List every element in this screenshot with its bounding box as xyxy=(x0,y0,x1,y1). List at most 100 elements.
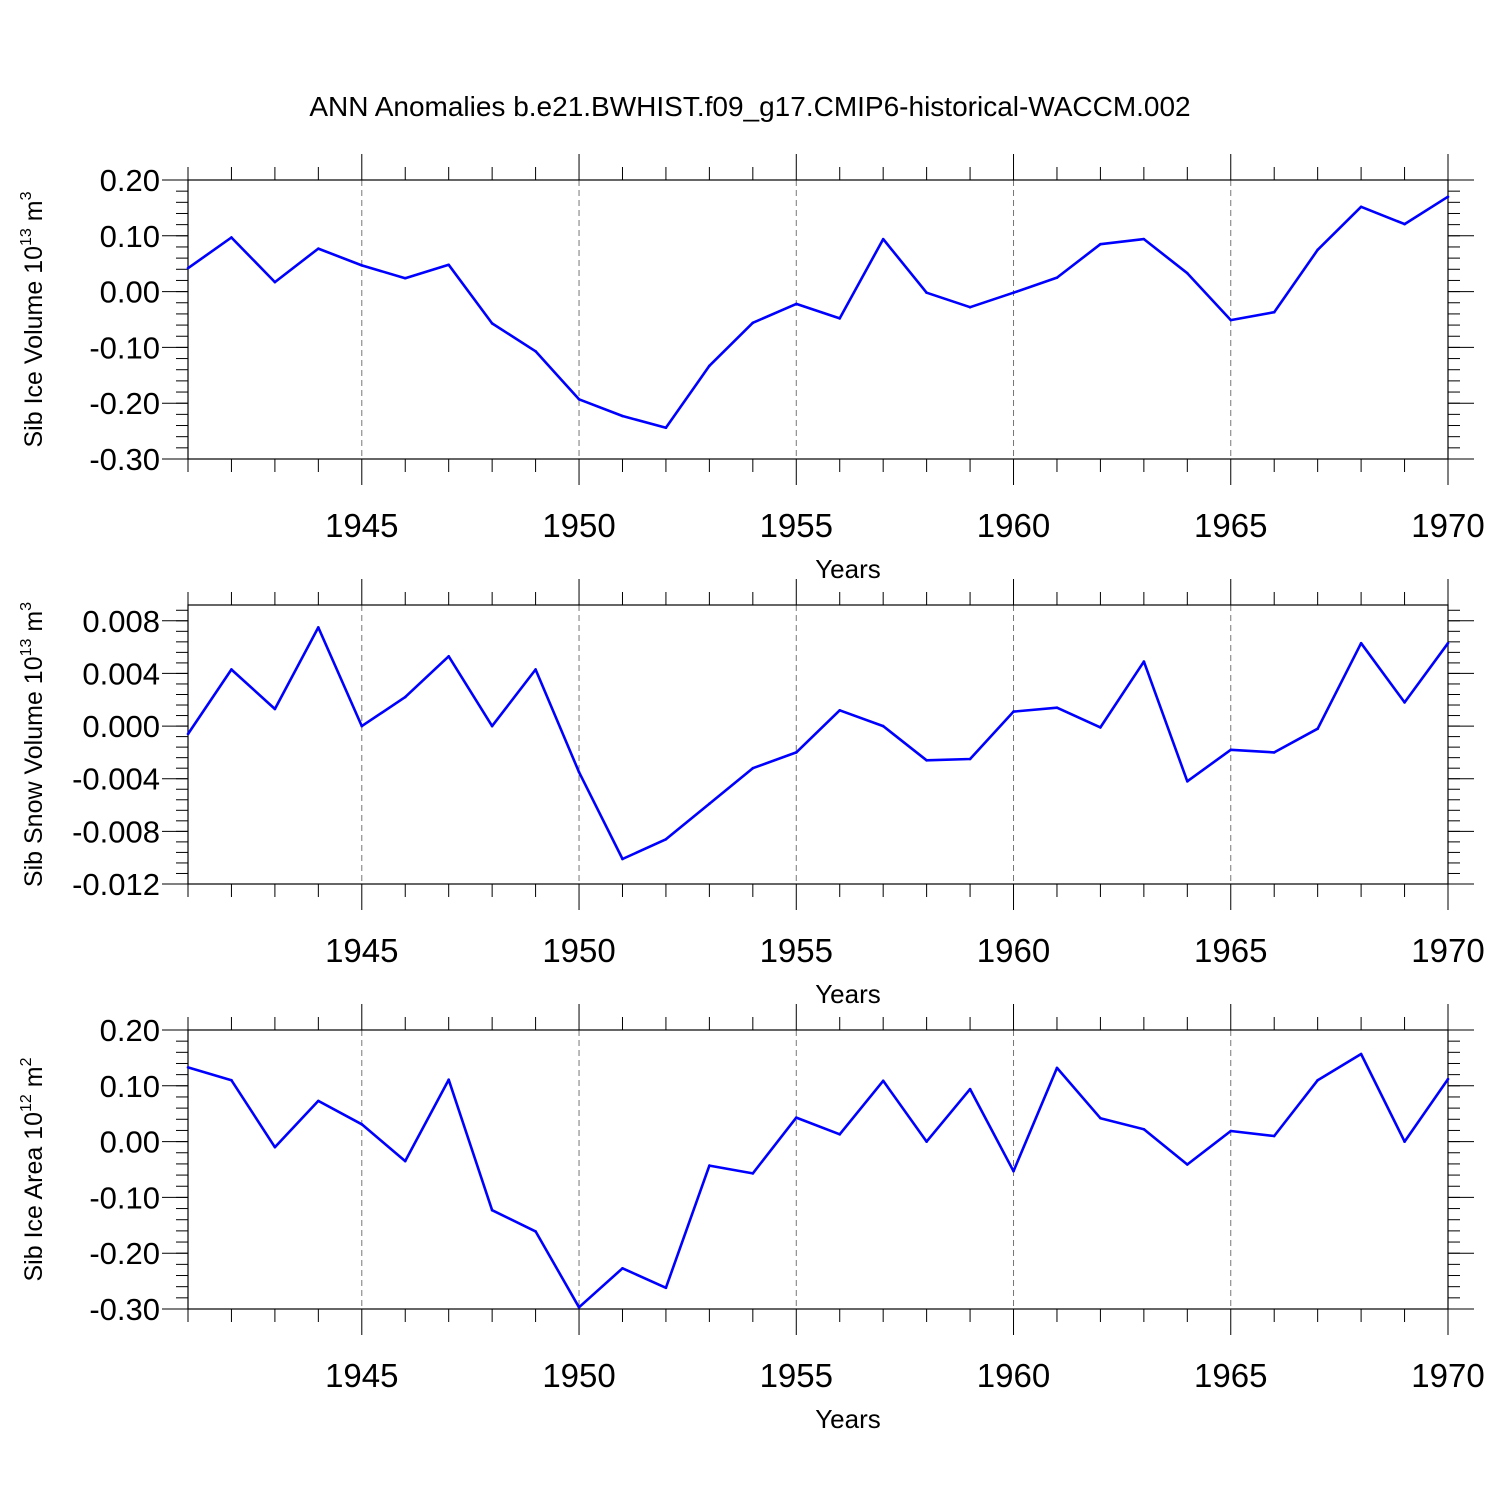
y-tick-label: 0.000 xyxy=(82,709,160,744)
x-axis-label: Years xyxy=(815,1404,881,1434)
y-axis-label-unit: m xyxy=(20,611,48,639)
data-point-1955 xyxy=(794,1116,798,1119)
data-point-1946 xyxy=(403,1159,407,1163)
y-axis-label-unit-exponent: 3 xyxy=(18,191,35,200)
x-tick-label: 1945 xyxy=(325,507,398,544)
y-tick-label: -0.30 xyxy=(89,1292,160,1327)
data-point-1968 xyxy=(1359,641,1363,645)
data-point-1953 xyxy=(708,802,711,806)
data-point-1961 xyxy=(1055,276,1059,279)
data-point-1969 xyxy=(1403,222,1406,226)
data-point-1942 xyxy=(230,236,233,239)
x-tick-label: 1950 xyxy=(542,932,615,969)
series-line xyxy=(187,195,1449,430)
data-point-1962 xyxy=(1099,1116,1102,1120)
x-tick-label: 1945 xyxy=(325,932,398,969)
y-tick-label: -0.20 xyxy=(89,386,160,421)
data-point-1970 xyxy=(1446,195,1450,199)
data-point-1963 xyxy=(1142,237,1146,241)
x-tick-label: 1960 xyxy=(977,932,1050,969)
plot-frame xyxy=(187,1029,1449,1310)
x-tick-label: 1955 xyxy=(760,1357,833,1394)
data-point-1965 xyxy=(1229,748,1233,752)
x-tick-label: 1965 xyxy=(1194,1357,1267,1394)
x-tick-label: 1970 xyxy=(1411,1357,1484,1394)
data-point-1966 xyxy=(1272,310,1276,314)
y-tick-label: -0.10 xyxy=(89,1180,160,1215)
y-axis-label-text: Sib Ice Volume 10 xyxy=(20,246,48,448)
data-point-1969 xyxy=(1403,1140,1406,1143)
data-point-1961 xyxy=(1055,706,1059,709)
data-point-1952 xyxy=(664,426,668,430)
y-axis-label-exponent: 13 xyxy=(18,228,35,246)
data-point-1946 xyxy=(403,276,407,280)
data-point-1943 xyxy=(273,1145,277,1149)
data-point-1954 xyxy=(751,321,755,325)
data-point-1949 xyxy=(534,350,537,353)
data-point-1951 xyxy=(621,414,624,418)
x-tick-label: 1945 xyxy=(325,1357,398,1394)
data-point-1962 xyxy=(1099,726,1102,729)
data-point-1958 xyxy=(925,1140,928,1143)
data-point-1944 xyxy=(317,247,320,250)
data-point-1967 xyxy=(1316,727,1319,731)
x-tick-label: 1970 xyxy=(1411,932,1484,969)
y-tick-label: 0.00 xyxy=(100,275,160,310)
y-tick-label: 0.20 xyxy=(100,1013,160,1048)
figure-title: ANN Anomalies b.e21.BWHIST.f09_g17.CMIP6… xyxy=(309,91,1190,122)
data-point-1958 xyxy=(925,758,928,762)
data-point-1960 xyxy=(1012,710,1015,713)
data-point-1941 xyxy=(186,1066,190,1069)
data-point-1970 xyxy=(1446,641,1450,645)
data-point-1952 xyxy=(664,1286,668,1290)
data-point-1952 xyxy=(664,837,668,841)
data-point-1944 xyxy=(317,1099,320,1103)
data-point-1943 xyxy=(273,707,277,711)
data-point-1945 xyxy=(360,264,364,267)
data-point-1966 xyxy=(1272,751,1276,754)
data-point-1960 xyxy=(1012,1169,1015,1173)
data-point-1958 xyxy=(925,291,928,295)
y-axis-label-text: Sib Snow Volume 10 xyxy=(20,656,48,887)
data-point-1967 xyxy=(1316,248,1319,252)
x-tick-label: 1965 xyxy=(1194,507,1267,544)
data-point-1956 xyxy=(838,317,842,320)
data-point-1948 xyxy=(490,1208,494,1212)
data-point-1951 xyxy=(621,857,624,861)
y-tick-label: -0.008 xyxy=(72,814,160,849)
x-tick-label: 1970 xyxy=(1411,507,1484,544)
data-point-1964 xyxy=(1186,1163,1189,1166)
y-axis-label-unit-exponent: 2 xyxy=(18,1057,35,1066)
data-point-1968 xyxy=(1359,205,1363,209)
y-tick-label: -0.30 xyxy=(89,442,160,477)
data-point-1950 xyxy=(577,1306,581,1309)
data-point-1953 xyxy=(708,1164,711,1167)
x-tick-label: 1955 xyxy=(760,932,833,969)
x-axis-label: Years xyxy=(815,554,881,584)
data-point-1964 xyxy=(1186,780,1189,783)
chart-panel-1: 0.20 0.10 0.00 -0.10 -0.20 -0.30 1945 1950 1955 1… xyxy=(18,154,1485,584)
data-point-1942 xyxy=(230,668,233,671)
chart-panel-2: 0.008 0.004 0.000 -0.004 -0.008 -0.012 1945 195… xyxy=(18,579,1485,1009)
data-point-1941 xyxy=(186,266,190,270)
data-point-1965 xyxy=(1229,1129,1233,1133)
data-point-1946 xyxy=(403,695,407,699)
y-tick-label: 0.10 xyxy=(100,1069,160,1104)
data-point-1950 xyxy=(577,770,581,774)
data-point-1945 xyxy=(360,1123,364,1126)
data-point-1949 xyxy=(534,668,537,671)
y-axis-label: Sib Ice Area 1012 m2 xyxy=(18,1057,48,1281)
data-point-1956 xyxy=(838,1133,842,1136)
panels: 0.20 0.10 0.00 -0.10 -0.20 -0.30 1945 1950 1955 1… xyxy=(18,154,1485,1434)
plot-frame xyxy=(187,179,1449,460)
data-point-1960 xyxy=(1012,291,1015,295)
y-tick-label: 0.008 xyxy=(82,604,160,639)
y-axis-label: Sib Snow Volume 1013 m3 xyxy=(18,602,48,887)
y-tick-label: -0.004 xyxy=(72,762,160,797)
data-point-1948 xyxy=(490,724,494,728)
data-point-1964 xyxy=(1186,271,1189,275)
data-point-1967 xyxy=(1316,1078,1319,1082)
data-point-1965 xyxy=(1229,318,1233,322)
x-tick-label: 1955 xyxy=(760,507,833,544)
